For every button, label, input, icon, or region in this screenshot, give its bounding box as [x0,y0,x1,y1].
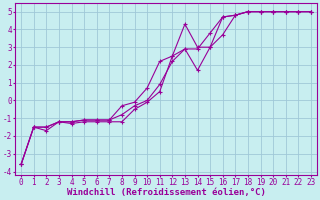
X-axis label: Windchill (Refroidissement éolien,°C): Windchill (Refroidissement éolien,°C) [67,188,266,197]
